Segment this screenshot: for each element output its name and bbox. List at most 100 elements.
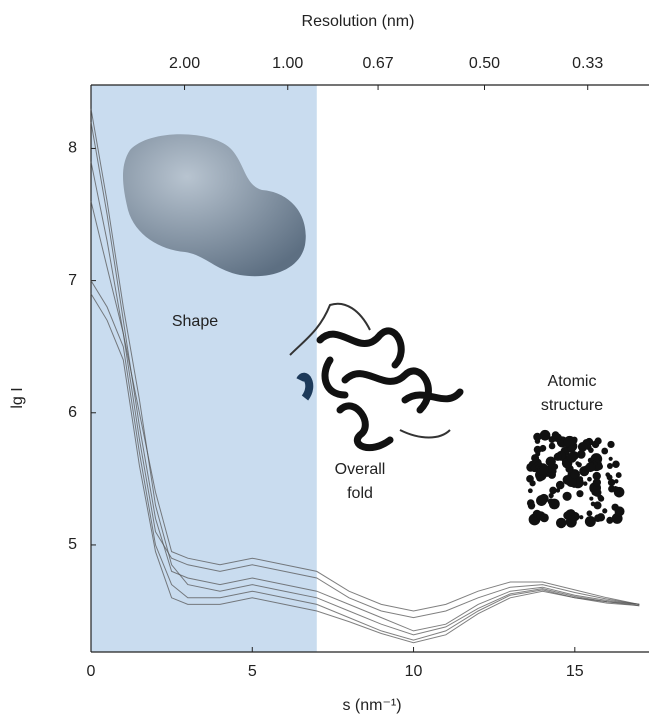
annotation: structure (541, 397, 603, 414)
atom (583, 481, 588, 486)
atom (589, 496, 594, 501)
atom (577, 442, 588, 452)
atom (562, 491, 572, 501)
atom (587, 476, 592, 482)
atom (555, 517, 567, 529)
atom (576, 450, 586, 459)
atom (576, 490, 584, 498)
curve (90, 201, 640, 612)
x2-tick-label: 0.50 (469, 55, 500, 72)
atom (588, 447, 594, 453)
atom (593, 501, 602, 510)
atom (606, 516, 614, 524)
atom (594, 437, 602, 445)
atom (590, 501, 596, 507)
atom (527, 488, 533, 494)
x-tick-label: 15 (566, 663, 584, 680)
atom (539, 444, 547, 452)
x2-tick-label: 0.67 (362, 55, 393, 72)
atom (567, 445, 576, 454)
ribbon (401, 388, 464, 404)
atom (569, 510, 574, 516)
atom (555, 480, 565, 490)
atom (607, 478, 616, 487)
atom (533, 445, 542, 454)
ribbon (321, 356, 349, 399)
top-axis-title: Resolution (nm) (302, 13, 415, 30)
shape-illustration (123, 134, 306, 277)
y-tick-label: 7 (68, 272, 77, 289)
atom (585, 462, 596, 473)
ribbon-blue (296, 372, 314, 401)
atom (539, 513, 549, 523)
atom (537, 462, 543, 467)
atom (563, 435, 576, 448)
atom (602, 508, 608, 514)
atom (547, 467, 553, 473)
atom (575, 461, 580, 466)
x2-tick-label: 0.33 (572, 55, 603, 72)
ribbon (341, 367, 432, 414)
atom (601, 447, 609, 455)
atom (594, 514, 602, 523)
atom (612, 486, 618, 492)
atom (548, 492, 554, 499)
atom (584, 515, 596, 527)
x2-tick-label: 2.00 (169, 55, 200, 72)
atom (597, 494, 604, 501)
atom (586, 510, 593, 517)
x-tick-label: 5 (248, 663, 257, 680)
atom (606, 463, 613, 469)
curve (90, 280, 640, 641)
fold-illustration (316, 327, 464, 452)
atom (612, 460, 620, 468)
y-tick-label: 5 (68, 536, 77, 553)
atom (579, 515, 584, 520)
ribbon (316, 327, 405, 369)
curve (90, 293, 640, 644)
atom (607, 440, 615, 449)
curve (90, 161, 640, 619)
atom (566, 452, 577, 463)
atom (551, 463, 559, 471)
atom (570, 470, 579, 480)
y-tick-label: 6 (68, 404, 77, 421)
atom (536, 495, 547, 506)
y-axis-label: lg I (9, 387, 26, 408)
atom (616, 491, 622, 497)
atom (551, 431, 560, 439)
annotation: Overall (335, 461, 386, 478)
curve (90, 108, 640, 636)
atom (549, 486, 557, 495)
x-axis-label: s (nm⁻¹) (342, 697, 401, 714)
x2-tick-label: 1.00 (272, 55, 303, 72)
atom (527, 502, 536, 510)
atom (614, 506, 625, 517)
atom (547, 498, 555, 505)
atom (536, 474, 544, 482)
curve (90, 121, 640, 632)
ribbon-thin (289, 302, 451, 439)
atom (614, 479, 619, 484)
atom (548, 442, 556, 450)
annotation: fold (347, 485, 373, 502)
atom (526, 475, 534, 483)
ribbon (336, 402, 394, 452)
atom (555, 488, 561, 493)
x-tick-label: 0 (87, 663, 96, 680)
atom (539, 429, 551, 441)
atom (605, 472, 611, 478)
atom (592, 478, 601, 487)
atomic-illustration (526, 429, 625, 529)
atom (531, 454, 540, 463)
atom (593, 461, 598, 466)
annotation: Atomic (548, 373, 597, 390)
atom (615, 472, 622, 479)
atom (592, 471, 601, 481)
atom (534, 438, 541, 444)
x-tick-label: 10 (405, 663, 423, 680)
atom (533, 432, 542, 442)
atom (608, 456, 613, 461)
annotation: Shape (172, 313, 218, 330)
